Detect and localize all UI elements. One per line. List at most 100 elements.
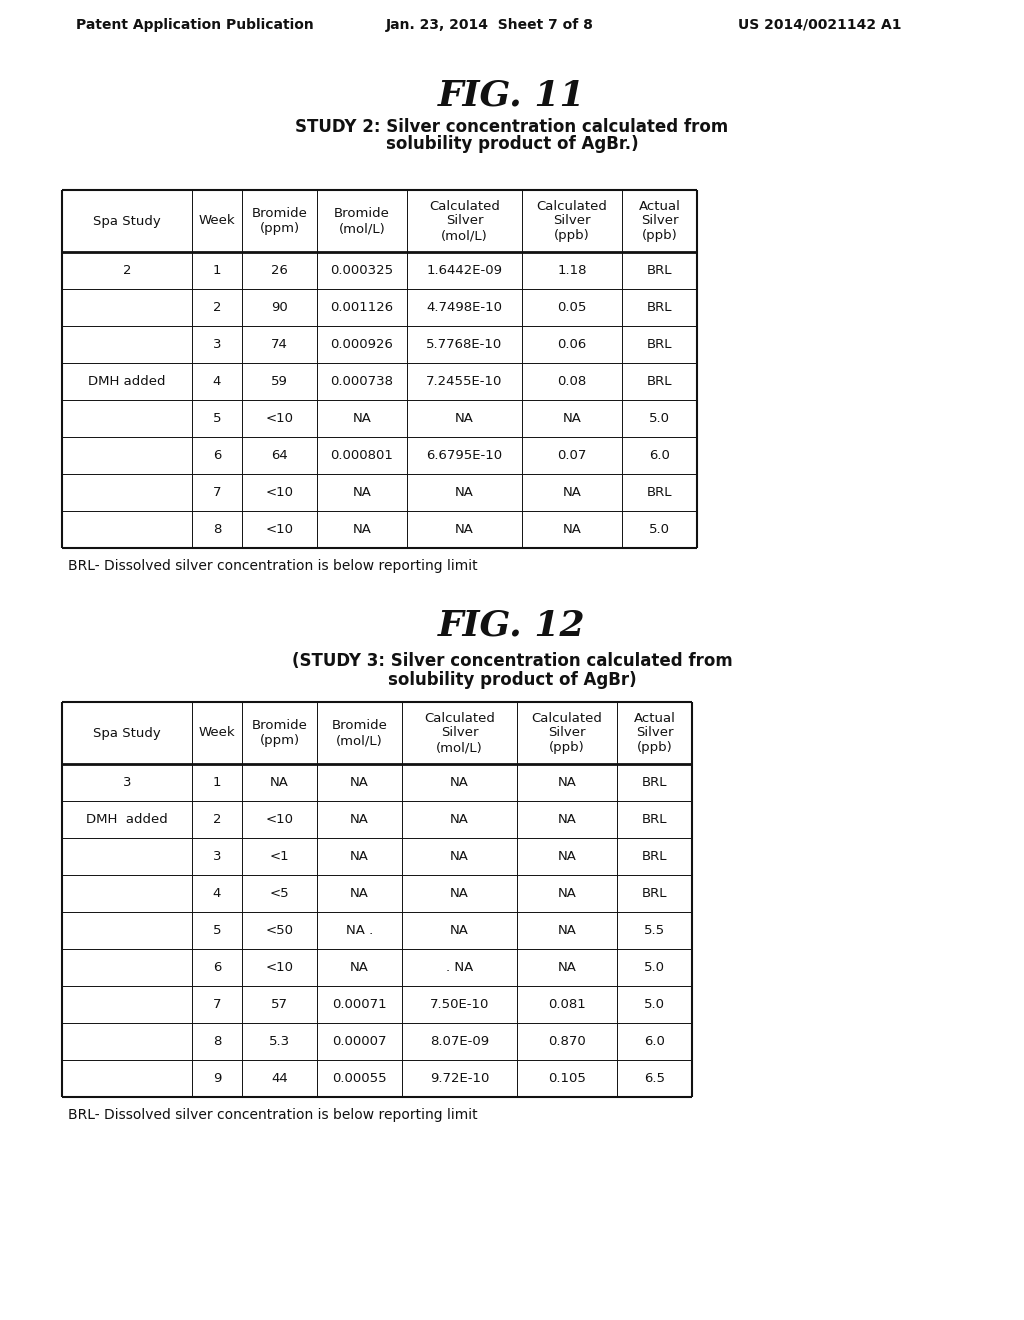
Text: FIG. 12: FIG. 12 [438,609,586,643]
Text: 7.50E-10: 7.50E-10 [430,998,489,1011]
Text: 7: 7 [213,998,221,1011]
Text: NA: NA [451,850,469,863]
Text: 0.00007: 0.00007 [332,1035,387,1048]
Text: BRL: BRL [647,264,672,277]
Text: 7.2455E-10: 7.2455E-10 [426,375,503,388]
Text: Patent Application Publication: Patent Application Publication [76,18,314,32]
Text: 6.0: 6.0 [644,1035,665,1048]
Text: 4: 4 [213,887,221,900]
Text: BRL: BRL [642,813,668,826]
Text: 6.6795E-10: 6.6795E-10 [426,449,503,462]
Text: 0.000801: 0.000801 [331,449,393,462]
Text: NA: NA [451,887,469,900]
Text: BRL: BRL [642,776,668,789]
Text: NA: NA [352,412,372,425]
Text: NA: NA [350,776,369,789]
Text: 5.0: 5.0 [644,961,665,974]
Text: 8: 8 [213,523,221,536]
Text: 1.18: 1.18 [557,264,587,277]
Text: Actual
Silver
(ppb): Actual Silver (ppb) [634,711,676,755]
Text: 0.105: 0.105 [548,1072,586,1085]
Text: 0.081: 0.081 [548,998,586,1011]
Text: 0.08: 0.08 [557,375,587,388]
Text: BRL: BRL [647,375,672,388]
Text: Jan. 23, 2014  Sheet 7 of 8: Jan. 23, 2014 Sheet 7 of 8 [386,18,594,32]
Text: 0.000325: 0.000325 [331,264,393,277]
Text: 1.6442E-09: 1.6442E-09 [427,264,503,277]
Text: NA: NA [352,523,372,536]
Text: BRL- Dissolved silver concentration is below reporting limit: BRL- Dissolved silver concentration is b… [68,1107,477,1122]
Text: 5.7768E-10: 5.7768E-10 [426,338,503,351]
Text: Bromide
(ppm): Bromide (ppm) [252,719,307,747]
Text: NA: NA [455,523,474,536]
Text: <10: <10 [265,961,294,974]
Text: NA: NA [557,961,577,974]
Text: <50: <50 [265,924,294,937]
Text: NA: NA [451,776,469,789]
Text: 7: 7 [213,486,221,499]
Text: 3: 3 [123,776,131,789]
Text: NA: NA [557,813,577,826]
Text: 0.05: 0.05 [557,301,587,314]
Text: 26: 26 [271,264,288,277]
Text: 0.000926: 0.000926 [331,338,393,351]
Text: BRL: BRL [647,301,672,314]
Text: NA: NA [562,523,582,536]
Text: 6: 6 [213,961,221,974]
Text: NA: NA [557,924,577,937]
Text: US 2014/0021142 A1: US 2014/0021142 A1 [738,18,902,32]
Text: 5.3: 5.3 [269,1035,290,1048]
Text: NA: NA [557,887,577,900]
Text: NA: NA [557,776,577,789]
Text: Spa Study: Spa Study [93,726,161,739]
Text: solubility product of AgBr.): solubility product of AgBr.) [386,135,638,153]
Text: BRL: BRL [647,486,672,499]
Text: Bromide
(ppm): Bromide (ppm) [252,207,307,235]
Text: (STUDY 3: Silver concentration calculated from: (STUDY 3: Silver concentration calculate… [292,652,732,671]
Text: 0.00071: 0.00071 [332,998,387,1011]
Text: 5: 5 [213,924,221,937]
Text: BRL: BRL [647,338,672,351]
Text: 9: 9 [213,1072,221,1085]
Text: 64: 64 [271,449,288,462]
Text: 0.07: 0.07 [557,449,587,462]
Text: 57: 57 [271,998,288,1011]
Text: 90: 90 [271,301,288,314]
Text: Spa Study: Spa Study [93,214,161,227]
Text: 2: 2 [213,301,221,314]
Text: BRL: BRL [642,887,668,900]
Text: 2: 2 [213,813,221,826]
Text: DMH added: DMH added [88,375,166,388]
Text: STUDY 2: Silver concentration calculated from: STUDY 2: Silver concentration calculated… [295,117,729,136]
Text: <5: <5 [269,887,290,900]
Text: <10: <10 [265,412,294,425]
Text: 5.0: 5.0 [649,412,670,425]
Text: 0.000738: 0.000738 [331,375,393,388]
Text: 3: 3 [213,338,221,351]
Text: Calculated
Silver
(mol/L): Calculated Silver (mol/L) [424,711,495,755]
Text: 3: 3 [213,850,221,863]
Text: 1: 1 [213,264,221,277]
Text: BRL: BRL [642,850,668,863]
Text: 6: 6 [213,449,221,462]
Text: BRL- Dissolved silver concentration is below reporting limit: BRL- Dissolved silver concentration is b… [68,558,477,573]
Text: NA: NA [455,486,474,499]
Text: 0.870: 0.870 [548,1035,586,1048]
Text: NA: NA [557,850,577,863]
Text: 5.0: 5.0 [644,998,665,1011]
Text: 44: 44 [271,1072,288,1085]
Text: NA: NA [451,924,469,937]
Text: 0.001126: 0.001126 [331,301,393,314]
Text: Actual
Silver
(ppb): Actual Silver (ppb) [639,199,680,243]
Text: 74: 74 [271,338,288,351]
Text: Calculated
Silver
(ppb): Calculated Silver (ppb) [537,199,607,243]
Text: 0.06: 0.06 [557,338,587,351]
Text: 5.5: 5.5 [644,924,665,937]
Text: NA: NA [270,776,289,789]
Text: solubility product of AgBr): solubility product of AgBr) [388,671,636,689]
Text: Calculated
Silver
(mol/L): Calculated Silver (mol/L) [429,199,500,243]
Text: 5: 5 [213,412,221,425]
Text: NA: NA [350,850,369,863]
Text: <10: <10 [265,486,294,499]
Text: 4: 4 [213,375,221,388]
